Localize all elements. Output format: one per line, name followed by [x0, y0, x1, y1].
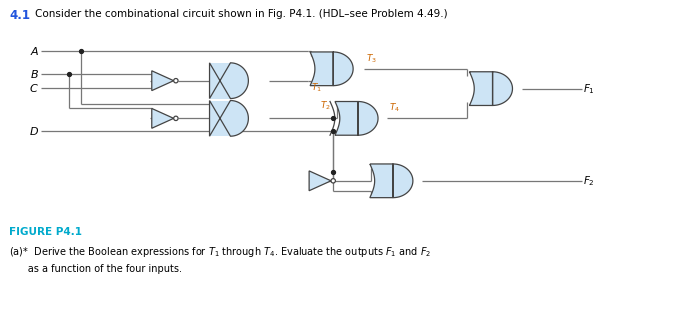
Text: (a)*  Derive the Boolean expressions for $T_1$ through $T_4$. Evaluate the outpu: (a)* Derive the Boolean expressions for … [9, 245, 432, 259]
Text: $F_2$: $F_2$ [584, 174, 595, 188]
Text: $B$: $B$ [31, 68, 39, 80]
Text: $T_2$: $T_2$ [320, 100, 331, 112]
Text: $D$: $D$ [29, 125, 39, 137]
Polygon shape [152, 108, 174, 128]
Text: $T_1$: $T_1$ [311, 82, 322, 94]
Polygon shape [152, 71, 174, 91]
Text: $T_3$: $T_3$ [366, 52, 378, 65]
Polygon shape [310, 52, 353, 86]
Text: FIGURE P4.1: FIGURE P4.1 [9, 227, 82, 238]
Circle shape [174, 79, 178, 83]
Text: 4.1: 4.1 [9, 9, 31, 22]
Text: Consider the combinational circuit shown in Fig. P4.1. (HDL–see Problem 4.49.): Consider the combinational circuit shown… [35, 9, 448, 19]
Polygon shape [210, 63, 231, 99]
Text: $F_1$: $F_1$ [584, 82, 595, 95]
Circle shape [174, 116, 178, 121]
Polygon shape [210, 100, 231, 136]
Polygon shape [469, 72, 513, 106]
Polygon shape [370, 164, 413, 198]
Circle shape [331, 179, 336, 183]
Text: as a function of the four inputs.: as a function of the four inputs. [9, 264, 182, 274]
Text: $T_4$: $T_4$ [389, 102, 401, 114]
Text: $C$: $C$ [30, 82, 39, 93]
Polygon shape [210, 63, 248, 99]
Text: $A$: $A$ [30, 45, 39, 57]
Polygon shape [210, 100, 248, 136]
Polygon shape [309, 171, 331, 191]
Polygon shape [335, 101, 378, 135]
